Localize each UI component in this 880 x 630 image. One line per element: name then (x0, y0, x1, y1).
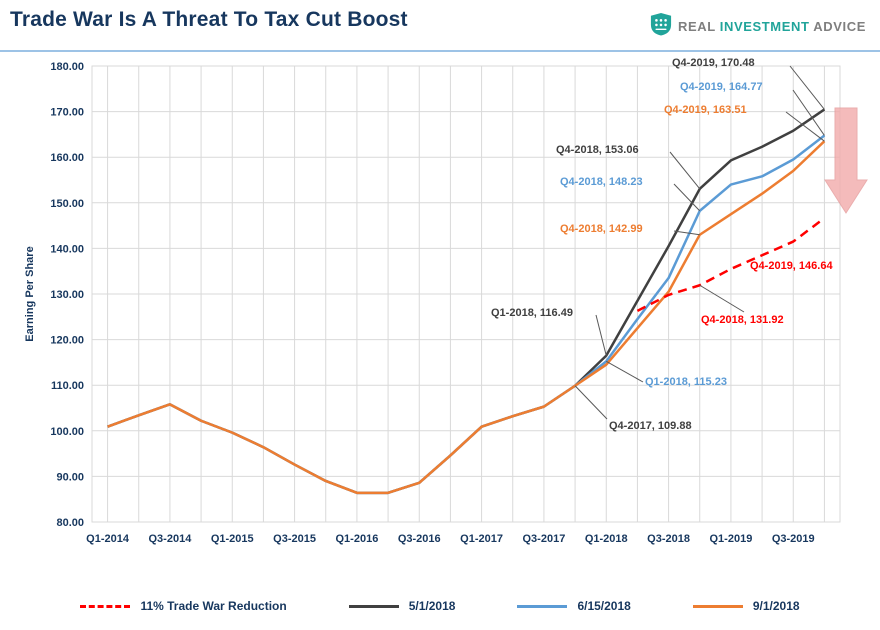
annotation-leader-line (606, 360, 644, 383)
annotation-leader-line (789, 65, 825, 110)
legend-label: 9/1/2018 (752, 599, 800, 613)
y-axis-title: Earning Per Share (24, 246, 36, 342)
y-tick-label: 180.00 (50, 61, 84, 73)
series-line-11-trade-war-reduction (636, 217, 826, 312)
y-tick-label: 120.00 (50, 335, 84, 347)
y-tick-label: 110.00 (51, 380, 84, 392)
series-line-9-1-2018 (107, 140, 826, 495)
annotation-label: Q4-2019, 164.77 (680, 81, 763, 93)
brand-word-advice: ADVICE (813, 19, 866, 34)
legend-item-11-trade-war-reduction: 11% Trade War Reduction (80, 599, 287, 613)
line-chart: 180.00 170.00 160.00 150.00 140.00 130.00 120.… (0, 52, 880, 582)
annotation-leader-line (792, 89, 825, 136)
annotation-label: Q1-2018, 116.49 (491, 307, 573, 319)
annotation-label: Q1-2018, 115.23 (645, 376, 727, 388)
header: Trade War Is A Threat To Tax Cut Boost R… (0, 0, 880, 52)
x-tick-label: Q1-2016 (336, 533, 379, 545)
x-tick-label: Q1-2019 (710, 533, 753, 545)
annotation-leader-line (699, 284, 745, 313)
decline-arrow-icon (824, 107, 868, 214)
x-tick-label: Q1-2018 (585, 533, 628, 545)
legend-item-9-1-2018: 9/1/2018 (692, 599, 800, 613)
y-tick-label: 140.00 (50, 243, 84, 255)
y-tick-label: 160.00 (50, 152, 84, 164)
shield-icon (650, 12, 672, 41)
x-tick-label: Q3-2015 (273, 533, 316, 545)
legend-swatch-icon (517, 604, 568, 608)
y-tick-label: 150.00 (50, 198, 84, 210)
annotation-label: Q4-2019, 170.48 (672, 57, 755, 69)
brand-name: REAL INVESTMENT ADVICE (678, 19, 866, 34)
y-tick-label: 90.00 (56, 471, 84, 483)
annotation-label: Q4-2018, 148.23 (560, 176, 643, 188)
annotation-label: Q4-2018, 142.99 (560, 223, 643, 235)
x-tick-label: Q3-2019 (772, 533, 815, 545)
x-tick-label: Q1-2015 (211, 533, 254, 545)
annotation-leader-line (669, 151, 701, 190)
annotation-label: Q4-2018, 153.06 (556, 144, 639, 156)
annotation-label: Q4-2018, 131.92 (701, 314, 784, 326)
legend-label: 11% Trade War Reduction (140, 599, 287, 613)
legend-item-5-1-2018: 5/1/2018 (348, 599, 456, 613)
x-tick-label: Q1-2014 (86, 533, 130, 545)
annotation-leader-line (785, 111, 825, 142)
x-tick-label: Q3-2018 (647, 533, 690, 545)
series-line-5-1-2018 (107, 108, 826, 495)
annotation-label: Q4-2019, 146.64 (750, 260, 833, 272)
y-tick-label: 130.00 (50, 289, 84, 301)
y-tick-label: 80.00 (56, 517, 84, 529)
legend-swatch-icon (348, 604, 399, 608)
legend-label: 6/15/2018 (577, 599, 631, 613)
brand-word-real: REAL (677, 19, 716, 34)
legend-label: 5/1/2018 (408, 599, 456, 613)
annotation-label: Q4-2019, 163.51 (664, 104, 747, 116)
x-tick-label: Q3-2017 (523, 533, 566, 545)
annotation-leader-line (673, 183, 701, 212)
x-tick-label: Q3-2016 (398, 533, 441, 545)
y-tick-label: 170.00 (50, 107, 84, 119)
legend-swatch-icon (692, 604, 743, 608)
annotation-leader-line (595, 314, 607, 356)
plot-border (91, 65, 841, 523)
legend: 11% Trade War Reduction 5/1/2018 6/15/2018… (0, 582, 880, 630)
annotation-leader-line (574, 385, 608, 420)
annotation-leader-line (673, 230, 700, 236)
y-tick-label: 100.00 (50, 426, 84, 438)
legend-item-6-15-2018: 6/15/2018 (517, 599, 631, 613)
plot-area: 180.00 170.00 160.00 150.00 140.00 130.00 120.… (50, 61, 868, 545)
page-title: Trade War Is A Threat To Tax Cut Boost (10, 8, 408, 31)
x-tick-label: Q1-2017 (460, 533, 503, 545)
legend-swatch-icon (80, 604, 131, 608)
brand-word-investment: INVESTMENT (719, 19, 810, 34)
brand-logo: REAL INVESTMENT ADVICE (650, 12, 866, 41)
x-tick-label: Q3-2014 (149, 533, 193, 545)
annotation-label: Q4-2017, 109.88 (609, 420, 692, 432)
